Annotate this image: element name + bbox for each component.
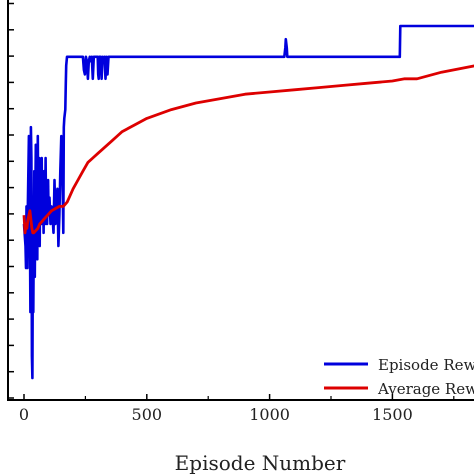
legend-label-episode-reward: Episode Rew bbox=[378, 356, 474, 374]
x-tick-label: 1000 bbox=[249, 405, 290, 424]
series-line-average-reward bbox=[22, 64, 474, 235]
x-ticks: 0 500 1000 1500 bbox=[19, 394, 455, 424]
x-axis-title: Episode Number bbox=[175, 451, 346, 474]
series-layer bbox=[22, 24, 474, 380]
legend-label-average-reward: Average Rew bbox=[377, 380, 474, 398]
x-tick-label: 1500 bbox=[372, 405, 413, 424]
x-tick-label: 500 bbox=[132, 405, 163, 424]
y-ticks bbox=[8, 2, 14, 399]
x-tick-label: 0 bbox=[19, 405, 29, 424]
series-line-episode-reward bbox=[22, 24, 474, 380]
legend: Episode Rew Average Rew bbox=[324, 356, 474, 398]
